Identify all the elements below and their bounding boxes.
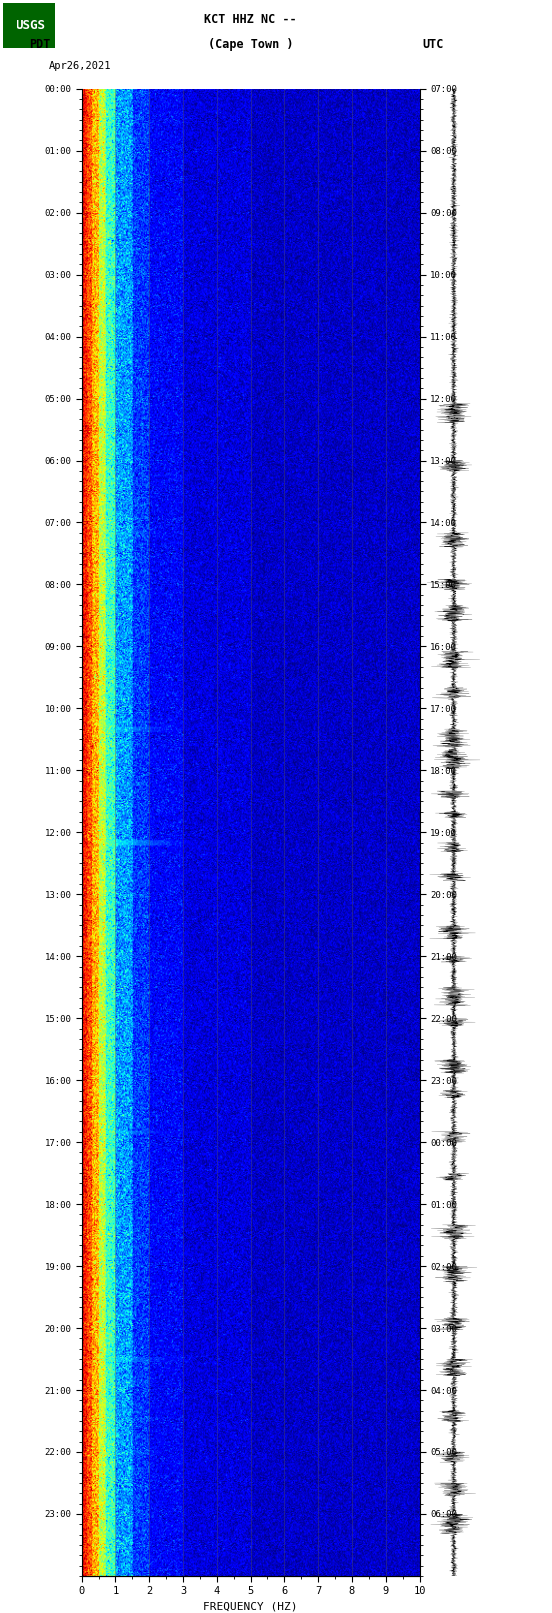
- X-axis label: FREQUENCY (HZ): FREQUENCY (HZ): [203, 1602, 298, 1611]
- Text: Apr26,2021: Apr26,2021: [49, 61, 111, 71]
- Text: UTC: UTC: [422, 39, 444, 52]
- Text: KCT HHZ NC --: KCT HHZ NC --: [204, 13, 297, 26]
- Text: PDT: PDT: [29, 39, 51, 52]
- Text: USGS: USGS: [15, 19, 45, 32]
- Text: (Cape Town ): (Cape Town ): [208, 39, 293, 52]
